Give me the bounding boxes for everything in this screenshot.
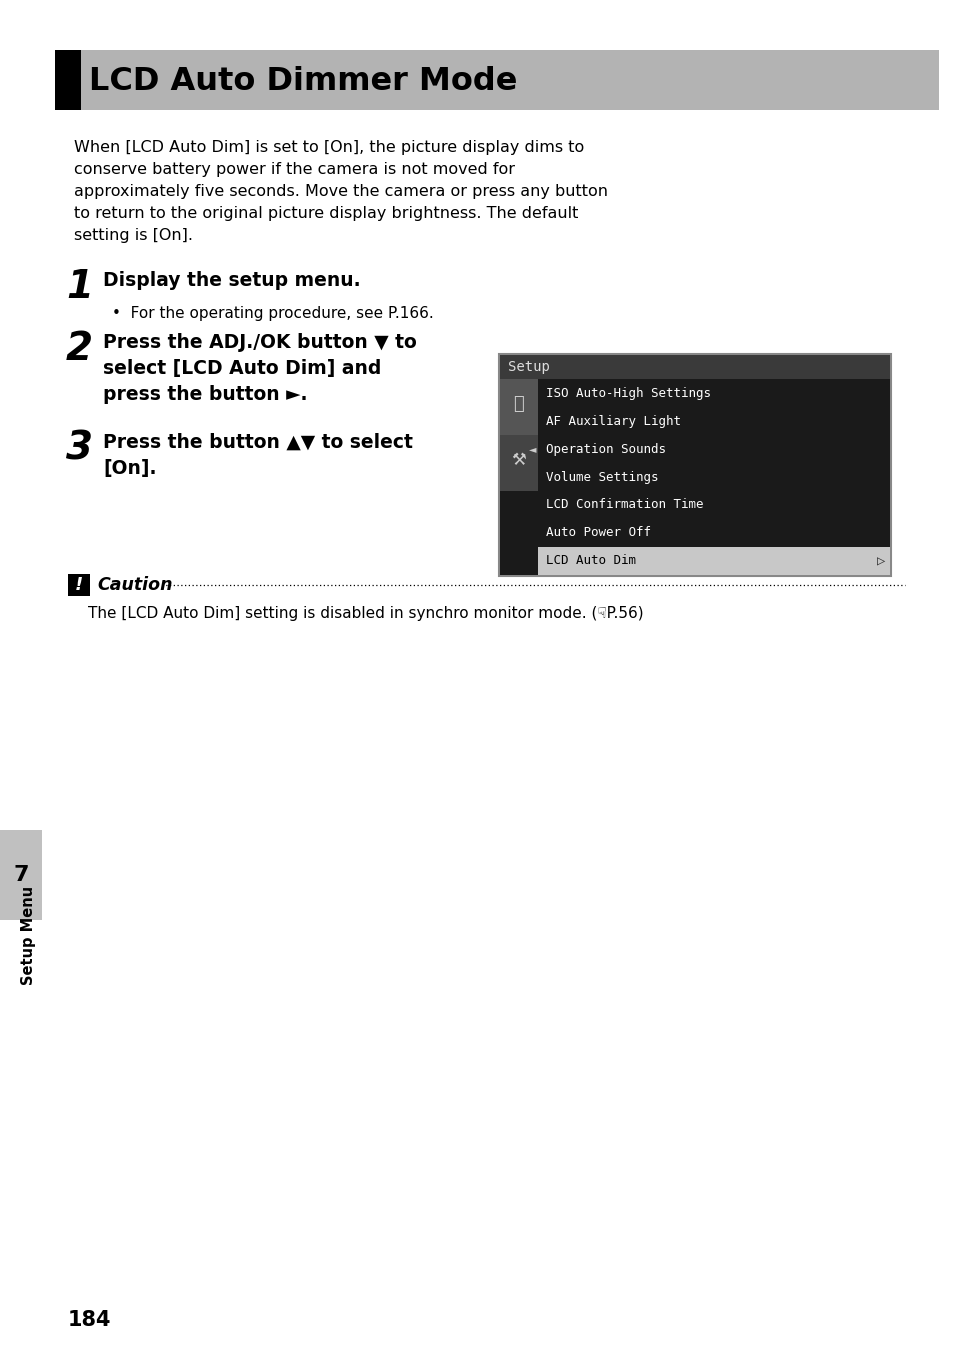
Text: When [LCD Auto Dim] is set to [On], the picture display dims to: When [LCD Auto Dim] is set to [On], the … [74,140,583,155]
Text: to return to the original picture display brightness. The default: to return to the original picture displa… [74,207,578,221]
Text: !: ! [74,576,83,594]
Bar [55,50,938,109]
Text: ⚒: ⚒ [511,451,526,470]
Text: ▷: ▷ [876,554,884,568]
Text: Caution: Caution [97,576,172,594]
Bar [498,354,890,576]
Text: 7: 7 [13,865,29,886]
Bar [55,50,81,109]
Text: 184: 184 [68,1310,112,1330]
Text: approximately five seconds. Move the camera or press any button: approximately five seconds. Move the cam… [74,184,607,198]
Text: Display the setup menu.: Display the setup menu. [103,271,360,290]
Text: press the button ►.: press the button ►. [103,385,307,404]
Text: select [LCD Auto Dim] and: select [LCD Auto Dim] and [103,359,381,378]
Text: 3: 3 [66,431,92,468]
Text: conserve battery power if the camera is not moved for: conserve battery power if the camera is … [74,162,515,177]
Text: LCD Confirmation Time: LCD Confirmation Time [545,498,702,512]
Text: Setup: Setup [507,360,549,374]
Text: Setup Menu: Setup Menu [21,886,36,984]
Text: •  For the operating procedure, see P.166.: • For the operating procedure, see P.166… [112,306,434,321]
Text: setting is [On].: setting is [On]. [74,228,193,243]
Bar [499,379,537,435]
Bar [0,830,42,919]
Text: LCD Auto Dimmer Mode: LCD Auto Dimmer Mode [89,66,517,96]
Text: 1: 1 [66,269,92,306]
Text: ◄: ◄ [528,444,536,454]
Text: Press the ADJ./OK button ▼ to: Press the ADJ./OK button ▼ to [103,333,416,352]
Text: ISO Auto-High Settings: ISO Auto-High Settings [545,386,710,400]
Text: [On].: [On]. [103,459,156,478]
Bar [499,355,889,575]
Text: 2: 2 [66,329,92,369]
Text: Press the button ▲▼ to select: Press the button ▲▼ to select [103,433,413,452]
Bar [499,355,889,379]
Bar [499,435,537,491]
Text: LCD Auto Dim: LCD Auto Dim [545,555,636,567]
Text: AF Auxiliary Light: AF Auxiliary Light [545,414,680,428]
Text: :  [513,396,524,413]
Text: The [LCD Auto Dim] setting is disabled in synchro monitor mode. (☟P.56): The [LCD Auto Dim] setting is disabled i… [88,606,643,621]
Bar [537,547,889,575]
Text: Operation Sounds: Operation Sounds [545,443,665,455]
Text: Volume Settings: Volume Settings [545,471,658,483]
Bar [68,574,90,595]
Text: Auto Power Off: Auto Power Off [545,526,650,540]
